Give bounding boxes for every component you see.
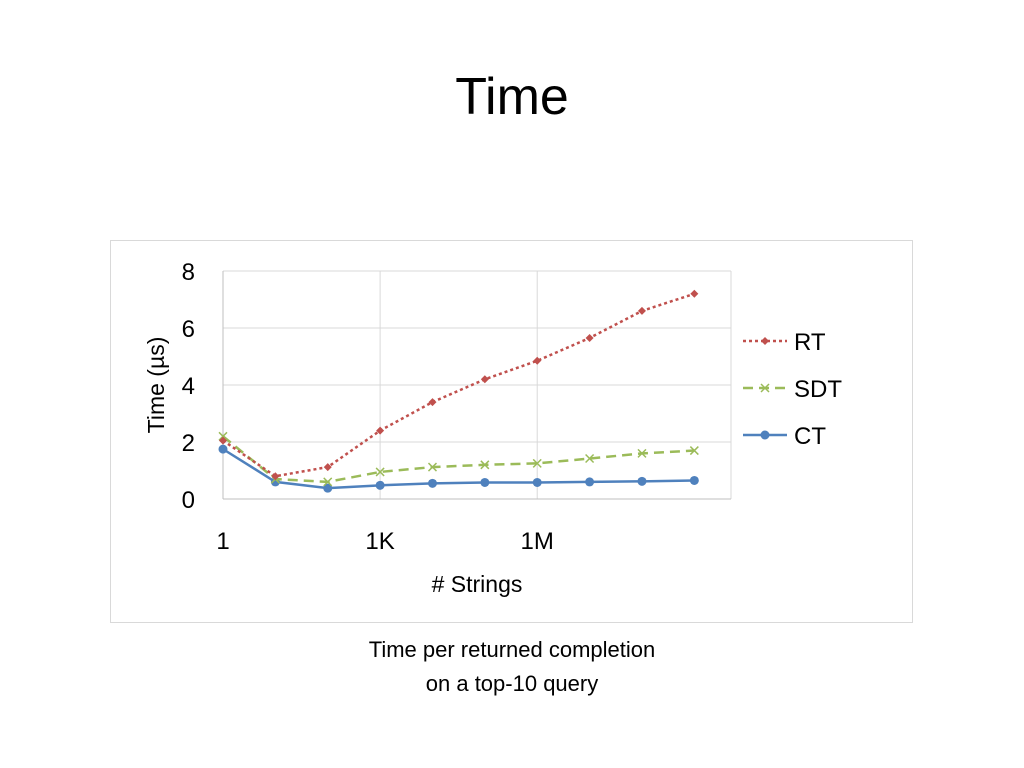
data-point-rt [480,375,489,384]
y-axis-title: Time (µs) [143,337,169,434]
y-tick-label: 0 [182,487,195,514]
data-point-rt [690,289,699,298]
data-point-rt [585,333,594,342]
data-point-ct [585,477,595,487]
legend-marker-sdt [760,383,770,393]
line-chart: 0 2 4 6 8 1 1K 1M RT SDT CT # Strings Time (µs) [143,259,842,597]
series-line-rt [222,292,695,478]
legend-label-rt: RT [794,329,826,356]
data-point-sdt [532,458,542,468]
axis-layer: 0 2 4 6 8 1 1K 1M [182,259,731,555]
data-point-ct [637,476,647,486]
legend-item-sdt: SDT [743,376,842,403]
legend-label-sdt: SDT [794,376,842,403]
data-point-rt [219,436,227,445]
legend-item-ct: CT [743,423,826,450]
data-point-sdt [323,477,333,487]
y-tick-label: 6 [182,316,195,343]
data-point-rt [323,463,332,472]
legend: RT SDT CT [743,329,842,450]
series-ct [218,444,699,493]
data-point-rt [533,356,542,365]
series-rt [219,289,699,481]
data-point-sdt [585,453,595,464]
y-tick-label: 2 [182,430,195,457]
caption-line-1: Time per returned completion [368,637,656,662]
chart-caption: Time per returned completion on a top-10… [0,633,1024,701]
caption-line-2: on a top-10 query [425,671,599,696]
data-point-ct [427,478,437,488]
data-point-sdt [375,467,385,477]
series-layer [218,289,699,493]
x-axis-title: # Strings [432,571,523,597]
data-point-ct [323,483,333,493]
grid-layer [222,270,732,499]
data-point-rt [637,306,646,315]
data-point-ct [218,444,228,454]
data-point-ct [689,475,699,485]
x-tick-label: 1K [365,528,394,555]
legend-marker-rt [761,337,769,345]
data-point-ct [532,477,542,487]
data-point-rt [271,472,280,481]
series-line-ct [222,448,695,490]
data-point-rt [376,426,385,435]
slide-title: Time [455,68,569,126]
x-tick-label: 1 [216,528,229,555]
data-point-sdt [689,446,699,456]
legend-item-rt: RT [743,329,826,356]
data-point-rt [428,398,437,407]
x-tick-label: 1M [521,528,554,555]
legend-marker-ct [760,430,770,440]
data-point-sdt [427,462,438,472]
series-sdt [218,431,699,487]
y-tick-label: 8 [182,259,195,286]
data-point-ct [480,477,490,487]
data-point-sdt [218,431,228,441]
y-tick-label: 4 [182,373,195,400]
legend-label-ct: CT [794,423,826,450]
series-line-sdt [222,435,695,484]
data-point-ct [375,480,385,490]
chart-frame: 0 2 4 6 8 1 1K 1M RT SDT CT # Strings Time (µs) [110,240,913,623]
data-point-sdt [480,460,490,470]
data-point-sdt [637,448,647,458]
